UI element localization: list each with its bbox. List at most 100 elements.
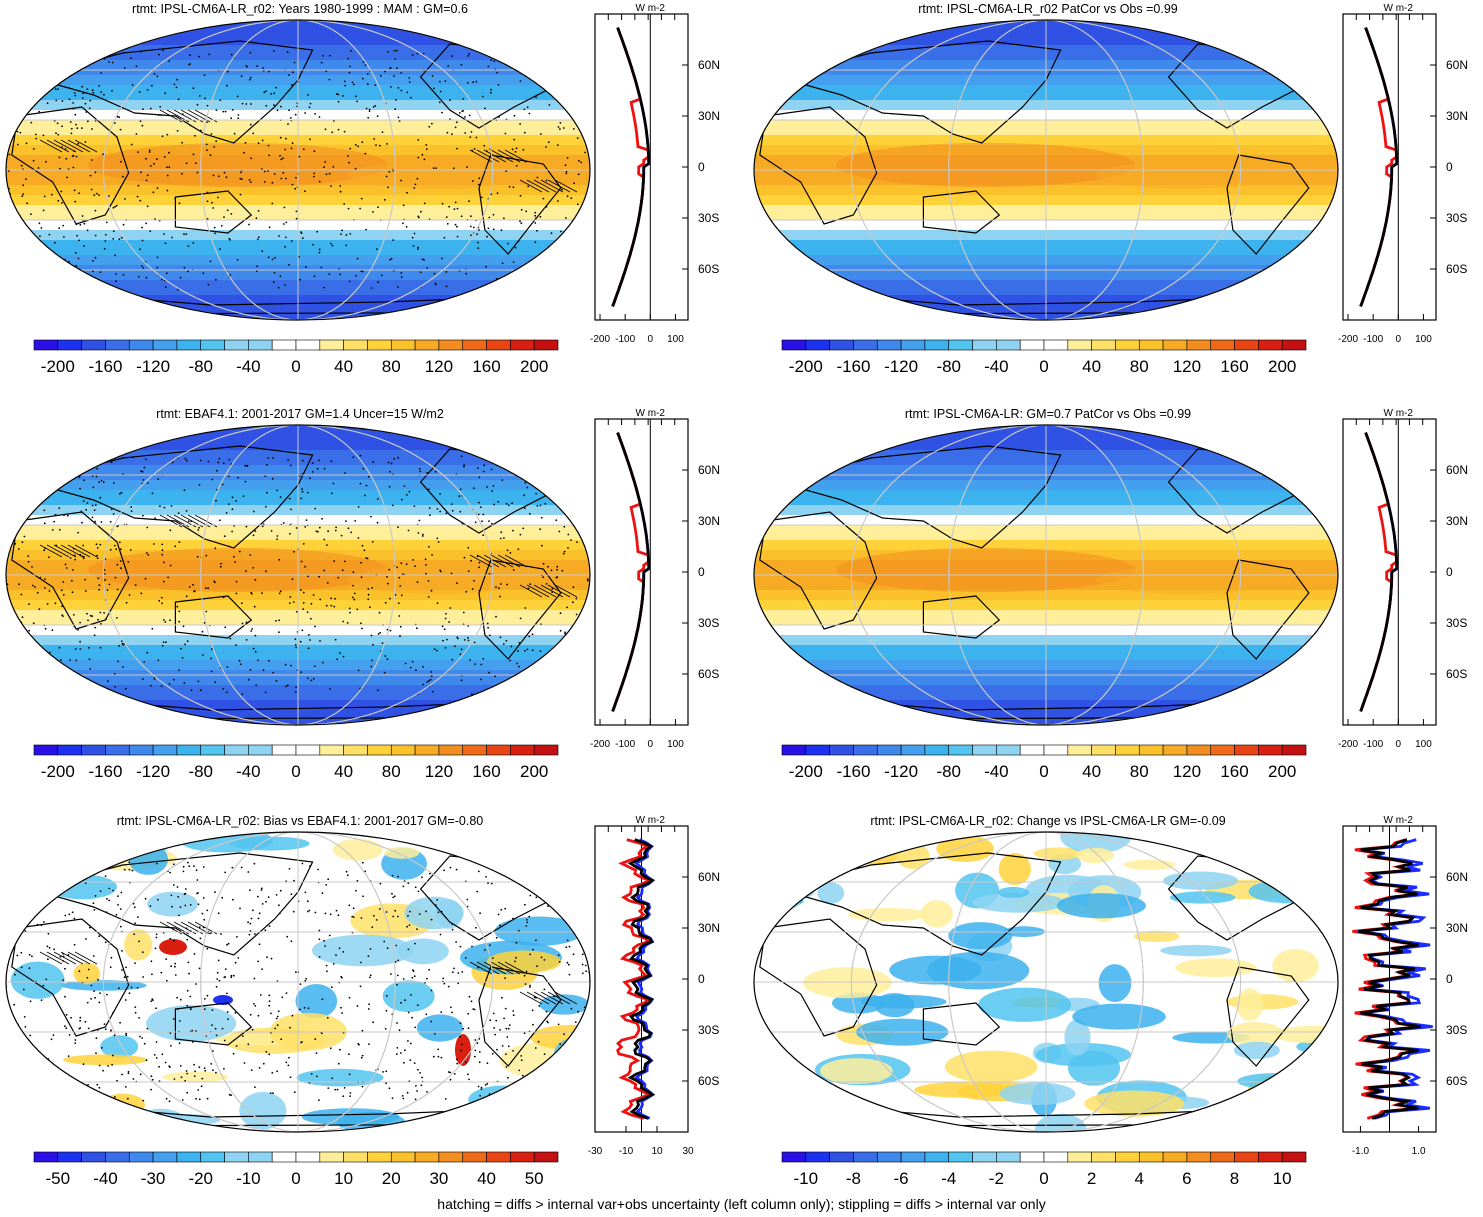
colorbar-label: -4 xyxy=(941,1169,956,1188)
colorbar-label: 40 xyxy=(1082,762,1101,781)
anomaly-patch xyxy=(1291,880,1338,907)
lat-label: 60N xyxy=(698,463,720,477)
graticule xyxy=(754,20,1338,320)
anomaly-patch xyxy=(555,1085,590,1100)
anomaly-patch xyxy=(997,886,1029,898)
anomaly-patch xyxy=(1162,871,1239,890)
colorbar-cell xyxy=(1186,339,1212,351)
colorbar-label: 20 xyxy=(382,1169,401,1188)
anomaly-patch xyxy=(73,962,101,985)
anomaly-patch xyxy=(776,890,801,910)
lat-label: 60N xyxy=(1446,870,1468,884)
panel-title: rtmt: IPSL-CM6A-LR_r02: Bias vs EBAF4.1:… xyxy=(116,814,484,828)
colorbar-cell xyxy=(533,1151,559,1163)
colorbar-label: 160 xyxy=(1220,357,1248,376)
colorbar-cell xyxy=(1186,1151,1212,1163)
anomaly-patch xyxy=(1076,847,1115,864)
colorbar-cell xyxy=(33,744,59,756)
lat-label: 0 xyxy=(698,972,705,986)
map xyxy=(753,424,1339,726)
anomaly-patch xyxy=(296,1068,384,1087)
anomaly-patch xyxy=(848,908,928,922)
colorbar-label: 80 xyxy=(1130,357,1149,376)
colorbar-cell xyxy=(57,1151,82,1163)
colorbar-label: -50 xyxy=(46,1169,71,1188)
zonal-black-line xyxy=(611,432,651,712)
colorbar-label: -40 xyxy=(236,762,261,781)
anomaly-patch xyxy=(1203,832,1269,843)
colorbar-cell xyxy=(176,1151,202,1163)
colorbar-label: -30 xyxy=(141,1169,166,1188)
anomaly-patch xyxy=(128,843,169,875)
colorbar-cell xyxy=(510,339,535,351)
lat-label: 60S xyxy=(698,667,719,681)
colorbar-cell xyxy=(248,339,273,351)
lat-label: 0 xyxy=(698,160,705,174)
colorbar-label: 160 xyxy=(472,357,500,376)
colorbar-cell xyxy=(1162,744,1188,756)
colorbar-cell xyxy=(1234,744,1259,756)
colorbar-label: -80 xyxy=(936,762,961,781)
colorbar-cell xyxy=(900,339,926,351)
colorbar-cell xyxy=(81,744,106,756)
colorbar-cell xyxy=(1067,1151,1092,1163)
zonal-tick-label: 100 xyxy=(1415,739,1432,750)
panel-graphic: -10 -8 -6 -4 -2 0 2 4 6 8 10 W m-2 60N 30N 0 30S 60S -1.0… xyxy=(753,815,1468,1188)
lat-label: 0 xyxy=(698,565,705,579)
lat-label: 30S xyxy=(1446,211,1467,225)
colorbar-cell xyxy=(248,1151,273,1163)
panel-title: rtmt: IPSL-CM6A-LR: GM=0.7 PatCor vs Obs… xyxy=(904,407,1192,421)
lat-label: 30S xyxy=(698,211,719,225)
colorbar-label: -10 xyxy=(236,1169,261,1188)
colorbar-label: 120 xyxy=(1173,762,1201,781)
colorbar-cell xyxy=(295,339,321,351)
colorbar-cell xyxy=(1091,744,1116,756)
anomaly-patch xyxy=(978,987,1072,1022)
anomaly-patch xyxy=(778,1116,808,1132)
colorbar-label: 50 xyxy=(525,1169,544,1188)
colorbar-cell xyxy=(271,1151,297,1163)
colorbar-label: 0 xyxy=(291,762,300,781)
zonal-mean-plot: W m-2 60N 30N 0 30S 60S -200 -100 0 100 xyxy=(1338,408,1468,750)
anomaly-patch xyxy=(230,836,310,851)
colorbar-cell xyxy=(924,1151,950,1163)
zonal-tick-label: 1.0 xyxy=(1412,1146,1426,1157)
colorbar-cell xyxy=(438,744,464,756)
colorbar-label: 0 xyxy=(291,357,300,376)
colorbar-label: 30 xyxy=(429,1169,448,1188)
colorbar-cell xyxy=(176,339,202,351)
anomaly-patch xyxy=(1236,988,1264,1021)
zonal-black-line xyxy=(627,838,656,1120)
map xyxy=(753,831,1339,1133)
anomaly-patch xyxy=(944,1050,1038,1083)
lat-label: 30N xyxy=(1446,514,1468,528)
colorbar-cell xyxy=(510,744,535,756)
lat-label: 30N xyxy=(698,921,720,935)
colorbar-cell xyxy=(438,339,464,351)
anomaly-patch xyxy=(998,853,1031,886)
anomaly-patch xyxy=(936,835,994,863)
colorbar-cell xyxy=(319,1151,344,1163)
colorbar-cell xyxy=(319,744,344,756)
colorbar-label: -40 xyxy=(236,357,261,376)
colorbar-cell xyxy=(1067,744,1092,756)
lat-label: 30N xyxy=(1446,109,1468,123)
colorbar-cell xyxy=(1210,1151,1235,1163)
colorbar-label: -120 xyxy=(884,357,918,376)
colorbar: -200 -160 -120 -80 -40 0 40 80 120 160 200 xyxy=(781,339,1307,376)
colorbar-cell xyxy=(152,744,178,756)
zonal-tick-label: 100 xyxy=(1415,334,1432,345)
zonal-tick-label: -100 xyxy=(1363,334,1383,345)
lat-label: 30S xyxy=(1446,616,1467,630)
anomaly-patch xyxy=(1248,879,1326,904)
colorbar-label: -2 xyxy=(989,1169,1004,1188)
colorbar-cell xyxy=(996,339,1021,351)
colorbar-label: 80 xyxy=(382,357,401,376)
colorbar-cell xyxy=(1281,1151,1307,1163)
map xyxy=(5,831,591,1133)
colorbar-cell xyxy=(57,744,82,756)
colorbar-cell xyxy=(105,339,130,351)
anomaly-patch xyxy=(16,832,57,854)
anomaly-patch xyxy=(1064,1019,1091,1056)
lat-label: 60S xyxy=(1446,1074,1467,1088)
